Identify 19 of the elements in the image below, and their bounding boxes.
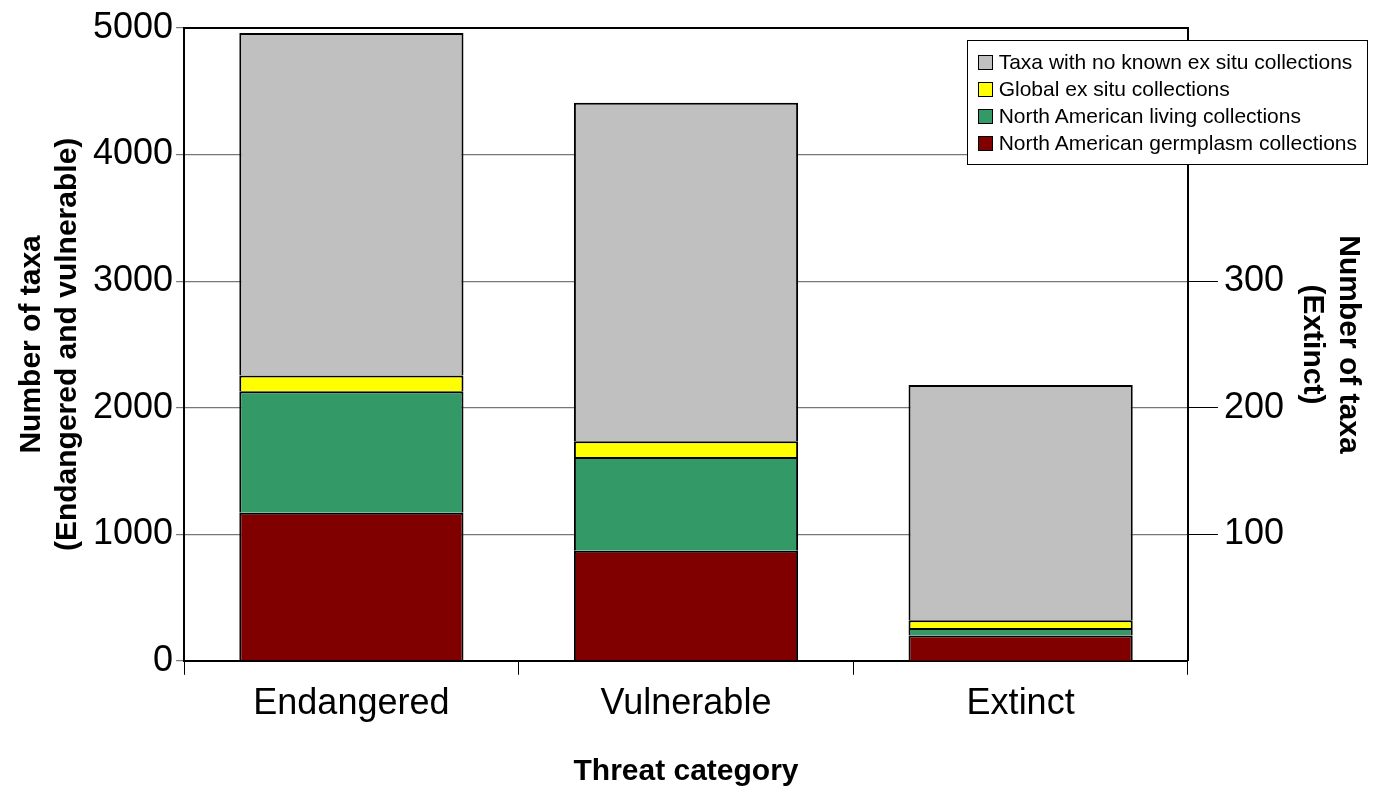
y-tick-label: 0 — [153, 637, 174, 679]
x-tick-label: Endangered — [253, 681, 450, 723]
y-tick-label: 4000 — [92, 131, 174, 173]
y-tick-label: 3000 — [92, 258, 174, 300]
y2-tick-label: 300 — [1223, 258, 1285, 300]
y-tick-label: 2000 — [92, 384, 174, 426]
y2-tick-label: 200 — [1223, 384, 1285, 426]
y-axis-title: Number of taxa (Endangered and vulnerable) — [13, 137, 83, 552]
legend-label: Global ex situ collections — [998, 77, 1230, 101]
x-axis-title: Threat category — [573, 753, 799, 787]
y-tick-label: 5000 — [92, 4, 174, 46]
legend-label: North American living collections — [998, 104, 1301, 128]
y2-axis-title: Number of taxa (Extinct) — [1297, 235, 1367, 454]
y-tick-label: 1000 — [92, 511, 174, 553]
legend-label: Taxa with no known ex situ collections — [998, 50, 1353, 74]
x-tick-label: Vulnerable — [600, 681, 772, 723]
legend-label: North American germplasm collections — [998, 131, 1357, 155]
y2-tick-label: 100 — [1223, 511, 1285, 553]
x-tick-label: Extinct — [966, 681, 1075, 723]
